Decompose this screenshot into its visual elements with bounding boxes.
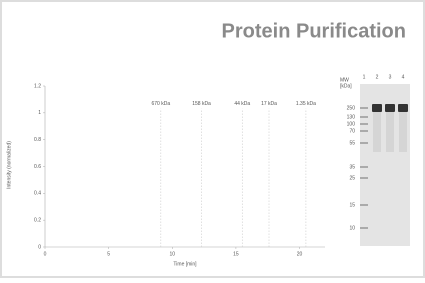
y-tick-label: 0.8: [34, 137, 41, 143]
gel-marker-label: 250: [347, 105, 356, 111]
gel-smear: [399, 112, 407, 152]
y-tick-label: 1.2: [34, 83, 41, 89]
card-title: Protein Purification: [222, 20, 406, 42]
gel-marker-label: 55: [349, 140, 355, 146]
gel-protein-band: [372, 104, 382, 112]
reference-label: 17 kDa: [261, 101, 277, 107]
y-axis-label: Intensity (normalized): [6, 141, 12, 189]
reference-label: 158 kDa: [192, 101, 211, 107]
gel-marker-label: 10: [349, 225, 355, 231]
page: Protein Purification Intensity (normaliz…: [0, 0, 425, 278]
reference-label: 670 kDa: [152, 101, 171, 107]
gel-lane-label: 2: [376, 74, 379, 80]
gel-lane-label: 3: [389, 74, 392, 80]
gel-protein-band: [385, 104, 395, 112]
y-tick-label: 0.2: [34, 217, 41, 223]
y-tick-label: 0: [38, 244, 41, 250]
x-tick-label: 5: [107, 251, 110, 257]
gel-marker-label: 35: [349, 164, 355, 170]
gel-lane-label: 4: [402, 74, 405, 80]
y-tick-label: 0.4: [34, 191, 41, 197]
gel-mw-unit: [kDa]: [340, 83, 352, 89]
gel-ladder-band: [360, 204, 368, 206]
x-tick-label: 20: [297, 251, 303, 257]
gel-ladder-band: [360, 116, 368, 118]
gel-lane-label: 1: [363, 74, 366, 80]
gel-marker-label: 130: [347, 114, 356, 120]
gel-smear: [386, 112, 394, 152]
gel-ladder-band: [360, 227, 368, 229]
gel-marker-label: 25: [349, 175, 355, 181]
gel-protein-band: [398, 104, 408, 112]
gel-marker-label: 70: [349, 128, 355, 134]
gel-marker-label: 100: [347, 121, 356, 127]
x-tick-label: 15: [233, 251, 239, 257]
gel-ladder-band: [360, 142, 368, 144]
x-axis-label: Time [min]: [173, 261, 197, 267]
gel-smear: [373, 112, 381, 152]
gel-ladder-band: [360, 166, 368, 168]
y-tick-label: 0.6: [34, 164, 41, 170]
gel-marker-label: 15: [349, 202, 355, 208]
gel-ladder-band: [360, 107, 368, 109]
x-tick-label: 0: [44, 251, 47, 257]
gel-ladder-band: [360, 177, 368, 179]
reference-label: 1.35 kDa: [296, 101, 316, 107]
x-tick-label: 10: [169, 251, 175, 257]
gel-ladder-band: [360, 123, 368, 125]
reference-label: 44 kDa: [234, 101, 250, 107]
gel-ladder-band: [360, 130, 368, 132]
y-tick-label: 1: [38, 110, 41, 116]
